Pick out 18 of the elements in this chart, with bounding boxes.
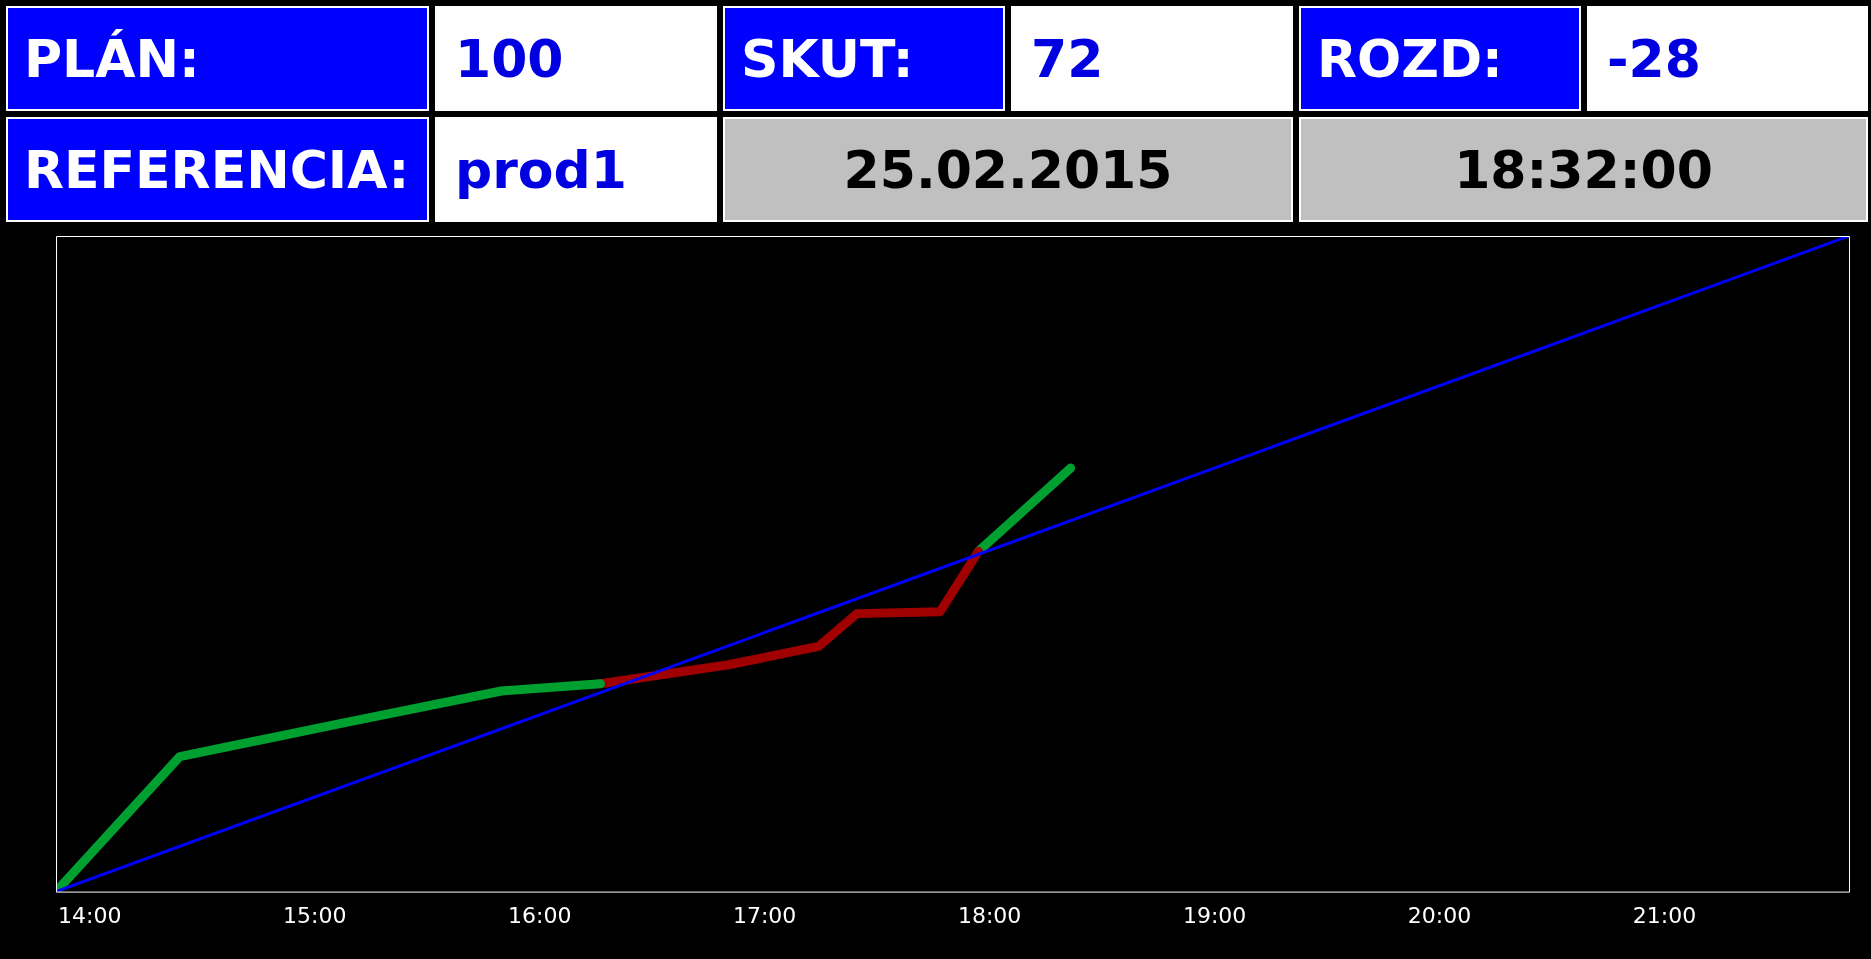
text: REFERENCIA: — [6, 117, 429, 222]
x-tick-label: 18:00 — [957, 902, 1022, 928]
x-tick-label: 15:00 — [283, 902, 347, 928]
x-tick-label: 19:00 — [1182, 902, 1247, 928]
text: 25.02.2015 — [723, 117, 1293, 222]
text: PLÁN: — [6, 6, 429, 111]
text: -28 — [1587, 6, 1868, 111]
x-tick-label: 20:00 — [1407, 902, 1472, 928]
text: 72 — [1011, 6, 1293, 111]
x-tick-label: 17:00 — [732, 902, 797, 928]
text: SKUT: — [723, 6, 1005, 111]
text: 100 — [435, 6, 717, 111]
text: prod1 — [435, 117, 717, 222]
x-tick-label: 16:00 — [507, 902, 572, 928]
x-tick-label: 21:00 — [1632, 902, 1697, 928]
x-tick-label: 14:00 — [58, 902, 122, 928]
text: 18:32:00 — [1299, 117, 1868, 222]
text: ROZD: — [1299, 6, 1581, 111]
